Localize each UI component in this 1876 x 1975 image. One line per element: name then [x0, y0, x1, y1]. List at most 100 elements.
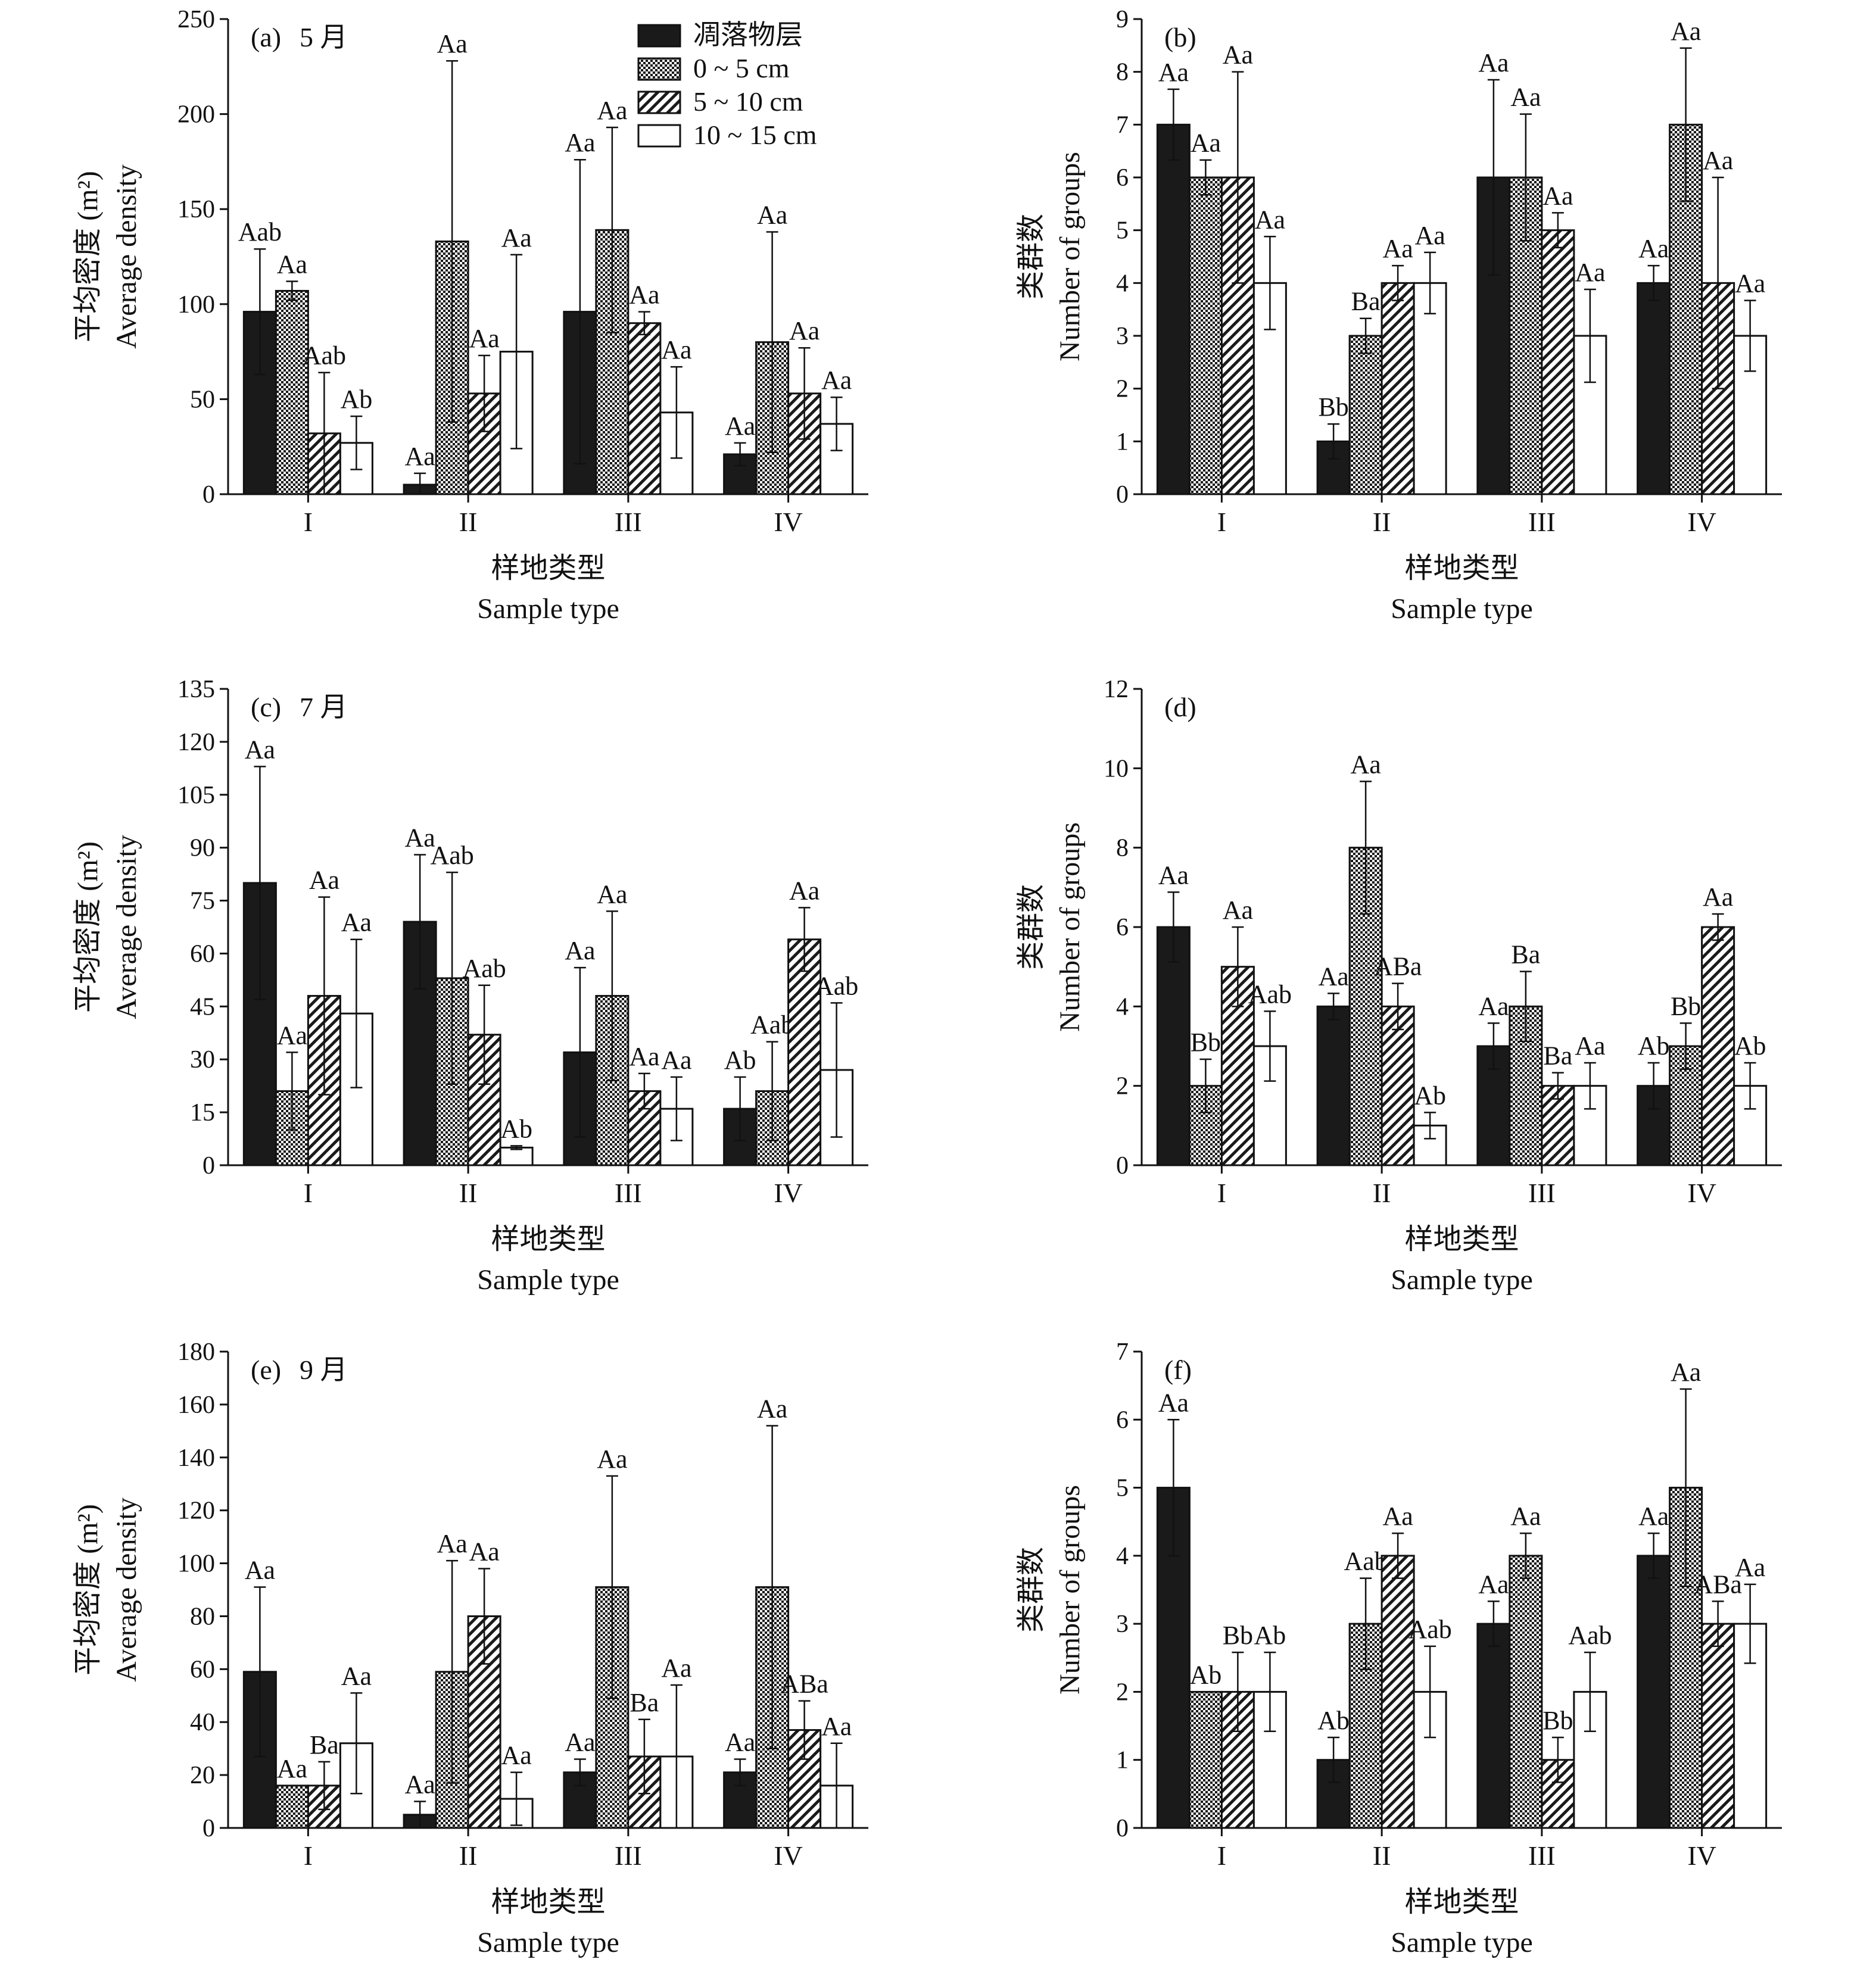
significance-label: Ab [1189, 1660, 1221, 1689]
significance-label: Ba [310, 1730, 339, 1759]
y-tick-label: 120 [177, 1497, 215, 1525]
significance-label: Ab [340, 385, 372, 414]
significance-label: Bb [1191, 1028, 1221, 1057]
significance-label: Aa [437, 1529, 467, 1558]
panel-label: (d) [1164, 692, 1196, 722]
panel-label: (e) [251, 1355, 281, 1385]
y-tick-label: 60 [190, 1656, 215, 1683]
y-tick-label: 6 [1116, 1406, 1129, 1434]
legend-swatch [637, 91, 681, 114]
panel-title: 9 月 [300, 1355, 348, 1385]
significance-label: Aa [501, 1741, 531, 1770]
significance-label: Aa [1478, 48, 1509, 77]
bar [1637, 282, 1671, 495]
y-tick-label: 90 [190, 835, 215, 862]
panel-label: (b) [1164, 22, 1196, 52]
x-axis-label-en: Sample type [477, 1264, 619, 1296]
x-axis-label-cn: 样地类型 [1404, 553, 1519, 584]
y-tick-label: 4 [1116, 993, 1129, 1021]
y-tick-label: 50 [190, 386, 215, 413]
y-axis-label-cn: 类群数 [1015, 214, 1047, 299]
y-axis-label-cn: 平均密度 (m²) [72, 171, 104, 342]
y-tick-label: 8 [1116, 59, 1129, 86]
significance-label: Aa [1223, 40, 1253, 70]
significance-label: Bb [1671, 991, 1701, 1021]
significance-label: Aa [277, 1754, 307, 1783]
significance-label: Aa [341, 908, 372, 937]
significance-label: Aab [1248, 979, 1292, 1009]
y-tick-label: 6 [1116, 914, 1129, 941]
y-tick-label: 75 [190, 888, 215, 915]
significance-label: Aa [629, 1042, 659, 1071]
significance-label: Aa [1703, 882, 1733, 912]
legend-label: 0 ~ 5 cm [693, 53, 790, 83]
x-tick-label: III [1528, 1840, 1556, 1871]
x-tick-label: III [615, 1840, 642, 1871]
panel-label: (c) [251, 692, 281, 722]
bar [1252, 1690, 1287, 1829]
x-axis-label-cn: 样地类型 [491, 553, 605, 584]
x-axis-label-en: Sample type [477, 1927, 619, 1958]
y-tick-label: 2 [1116, 1678, 1129, 1706]
significance-label: Aa [404, 1770, 435, 1799]
significance-label: Aa [1382, 1502, 1413, 1531]
significance-label: Aa [1542, 181, 1573, 210]
y-axis-label-cn: 类群数 [1015, 1547, 1047, 1633]
significance-label: Aa [661, 1653, 691, 1683]
bar [1380, 1005, 1415, 1166]
significance-label: Aa [1575, 258, 1605, 287]
x-tick-label: III [1528, 1178, 1556, 1208]
legend-swatch [637, 124, 681, 148]
legend-label: 5 ~ 10 cm [693, 86, 803, 117]
y-tick-label: 2 [1116, 376, 1129, 403]
bar [275, 289, 309, 495]
panel-title: 5 月 [300, 22, 348, 52]
significance-label: Aa [597, 879, 627, 909]
significance-label: Ab [500, 1114, 532, 1143]
significance-label: Aa [1671, 17, 1701, 46]
significance-label: Aa [1318, 962, 1348, 991]
y-tick-label: 0 [1116, 1152, 1129, 1180]
significance-label: Aa [404, 823, 435, 853]
bar [1316, 1005, 1351, 1166]
bar [627, 322, 662, 495]
y-tick-label: 0 [1116, 1815, 1129, 1842]
y-axis-label-en: Average density [111, 835, 142, 1019]
significance-label: Ba [1511, 940, 1540, 969]
panel-title: 7 月 [300, 692, 348, 722]
x-tick-label: IV [774, 507, 803, 537]
y-axis-label-en: Number of groups [1054, 152, 1086, 361]
legend-swatch [637, 57, 681, 81]
y-tick-label: 180 [177, 1338, 215, 1366]
y-tick-label: 3 [1116, 1611, 1129, 1638]
x-tick-label: III [1528, 507, 1556, 537]
x-tick-label: II [459, 507, 478, 537]
significance-label: Aa [245, 735, 275, 764]
significance-label: Ab [1414, 1081, 1446, 1110]
y-axis-label-en: Average density [111, 164, 142, 349]
bar [1701, 926, 1735, 1166]
x-tick-label: IV [774, 1840, 803, 1871]
significance-label: Aa [757, 1394, 787, 1423]
significance-label: Aa [277, 249, 307, 279]
x-tick-label: IV [774, 1178, 803, 1208]
significance-label: Aab [1344, 1547, 1387, 1576]
significance-label: Aa [661, 335, 691, 364]
significance-label: Aa [1735, 269, 1765, 298]
significance-label: Aab [303, 341, 346, 370]
y-tick-label: 80 [190, 1603, 215, 1630]
y-tick-label: 7 [1116, 1338, 1129, 1366]
legend-swatch [637, 24, 681, 48]
x-tick-label: III [615, 1178, 642, 1208]
significance-label: Aa [725, 1727, 755, 1756]
y-axis-label-cn: 平均密度 (m²) [72, 841, 104, 1013]
significance-label: Aab [750, 1010, 794, 1040]
chart-panel-a: 050100150200250IAabAaAabAbIIAaAaAaAaIIIA… [72, 6, 868, 625]
bar [1541, 229, 1575, 495]
significance-label: Aa [597, 1444, 627, 1474]
y-tick-label: 40 [190, 1709, 215, 1736]
